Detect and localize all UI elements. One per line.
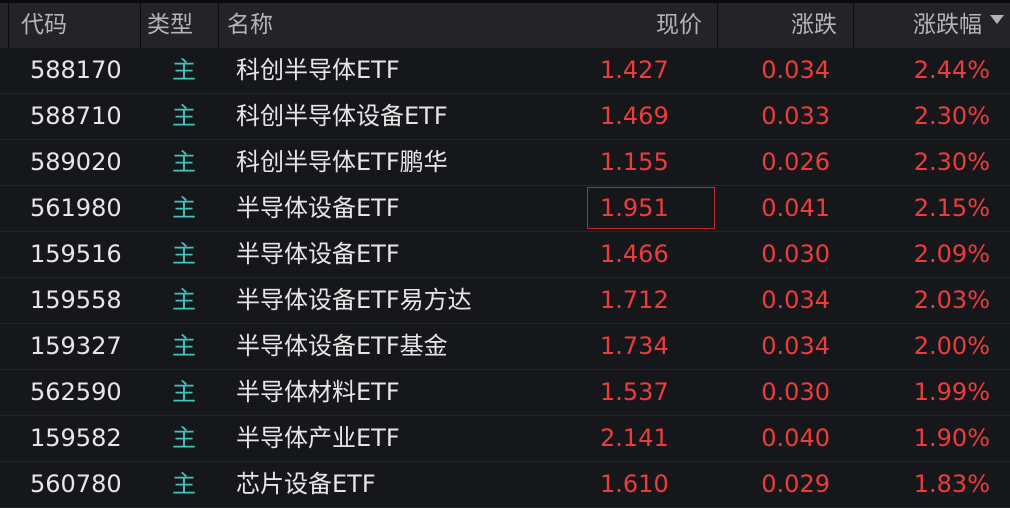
cell-type: 主 [172,424,196,452]
cell-code: 589020 [30,148,122,176]
cell-code: 560780 [30,470,122,498]
cell-name: 半导体设备ETF [236,240,400,268]
cell-type: 主 [172,470,196,498]
cell-change: 0.040 [761,424,830,452]
cell-change: 0.041 [761,194,830,222]
cell-name: 科创半导体ETF [236,56,400,84]
cell-change: 0.034 [761,56,830,84]
cell-change: 0.026 [761,148,830,176]
cell-price: 1.610 [600,470,669,498]
table-header: 代码 类型 名称 现价 涨跌 涨跌幅 [0,3,1010,48]
header-change[interactable]: 涨跌 [717,3,853,48]
cell-change: 0.030 [761,378,830,406]
table-row[interactable]: 159516 主 半导体设备ETF 1.466 0.030 2.09% [0,232,1010,278]
cell-type: 主 [172,194,196,222]
table-row[interactable]: 560780 主 芯片设备ETF 1.610 0.029 1.83% [0,462,1010,508]
cell-pct: 2.00% [913,332,990,360]
cell-type: 主 [172,56,196,84]
cell-code: 588710 [30,102,122,130]
cell-name: 半导体材料ETF [236,378,400,406]
table-row[interactable]: 588170 主 科创半导体ETF 1.427 0.034 2.44% [0,48,1010,94]
table-body: 588170 主科创半导体ETF 1.427 0.034 2.44% 588710 主科创半… [0,48,1010,508]
cell-name: 科创半导体ETF鹏华 [236,148,448,176]
header-pct[interactable]: 涨跌幅 [853,3,1010,48]
table-row[interactable]: 562590 主 半导体材料ETF 1.537 0.030 1.99% [0,370,1010,416]
cell-change: 0.030 [761,240,830,268]
table-row[interactable]: 589020 主 科创半导体ETF鹏华 1.155 0.026 2.30% [0,140,1010,186]
cell-price: 1.712 [600,286,669,314]
cell-pct: 2.09% [913,240,990,268]
cell-pct: 2.15% [913,194,990,222]
header-price[interactable]: 现价 [656,12,702,38]
cell-pct: 1.83% [913,470,990,498]
selection-box [587,187,715,229]
cell-price: 1.155 [600,148,669,176]
cell-code: 561980 [30,194,122,222]
cell-name: 科创半导体设备ETF [236,102,448,130]
cell-type: 主 [172,102,196,130]
cell-change: 0.034 [761,286,830,314]
cell-pct: 1.90% [913,424,990,452]
cell-type: 主 [172,148,196,176]
cell-price: 1.427 [600,56,669,84]
cell-type: 主 [172,240,196,268]
cell-name: 半导体产业ETF [236,424,400,452]
table-row[interactable]: 159582 主 半导体产业ETF 2.141 0.040 1.90% [0,416,1010,462]
triangle-down-icon[interactable] [990,15,1004,24]
cell-code: 159582 [30,424,122,452]
cell-code: 159516 [30,240,122,268]
cell-name: 半导体设备ETF [236,194,400,222]
cell-name: 半导体设备ETF易方达 [236,286,472,314]
cell-price: 2.141 [600,424,669,452]
top-border [0,0,1010,3]
cell-pct: 1.99% [913,378,990,406]
cell-pct: 2.03% [913,286,990,314]
table-row[interactable]: 561980 主 半导体设备ETF 1.951 0.041 2.15% [0,186,1010,232]
cell-pct: 2.30% [913,148,990,176]
header-pct-label: 涨跌幅 [913,12,982,38]
cell-code: 562590 [30,378,122,406]
cell-price: 1.951 [600,194,669,222]
header-type[interactable]: 类型 [140,3,218,48]
cell-type: 主 [172,332,196,360]
cell-type: 主 [172,378,196,406]
cell-change: 0.034 [761,332,830,360]
cell-code: 588170 [30,56,122,84]
cell-change: 0.029 [761,470,830,498]
cell-code: 159558 [30,286,122,314]
header-code[interactable]: 代码 [8,3,140,48]
cell-type: 主 [172,286,196,314]
cell-price: 1.466 [600,240,669,268]
cell-pct: 2.30% [913,102,990,130]
table-row[interactable]: 159327 主 半导体设备ETF基金 1.734 0.034 2.00% [0,324,1010,370]
cell-code: 159327 [30,332,122,360]
cell-name: 半导体设备ETF基金 [236,332,448,360]
cell-price: 1.537 [600,378,669,406]
header-name[interactable]: 名称 [218,3,718,48]
cell-change: 0.033 [761,102,830,130]
table-row[interactable]: 159558 主 半导体设备ETF易方达 1.712 0.034 2.03% [0,278,1010,324]
cell-name: 芯片设备ETF [236,470,376,498]
table-row[interactable]: 588710 主 科创半导体设备ETF 1.469 0.033 2.30% [0,94,1010,140]
cell-pct: 2.44% [913,56,990,84]
cell-price: 1.469 [600,102,669,130]
cell-price: 1.734 [600,332,669,360]
